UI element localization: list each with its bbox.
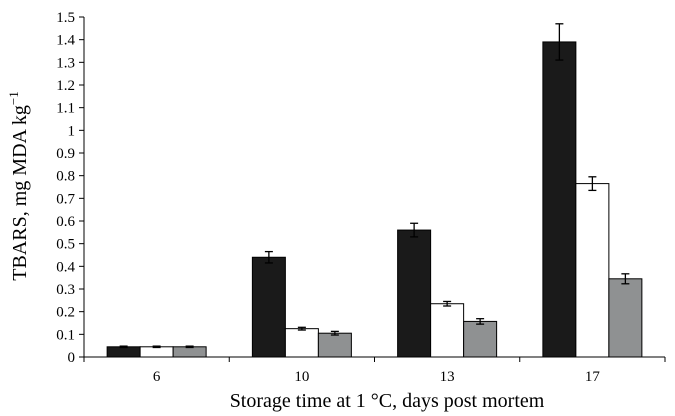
bar-17-s1 (542, 41, 577, 358)
y-tick-label-3: 0.3 (56, 282, 75, 298)
y-tick-label-0: 0 (68, 350, 76, 366)
x-tick-label-6: 6 (153, 369, 161, 385)
bar-10-s3 (317, 332, 352, 358)
bar-13-s3 (463, 320, 498, 358)
labels-layer: 0 0.1 0.2 0.3 0.4 0.5 0.6 0.7 0.8 0.9 1 1.1 1.2 1.3 1.… (56, 10, 600, 385)
bar-17-s3 (608, 278, 643, 358)
bar-13-s1 (397, 229, 432, 358)
y-tick-label-2: 0.2 (56, 305, 75, 321)
y-tick-label-12: 1.2 (56, 78, 75, 94)
x-tick-label-13: 13 (440, 369, 455, 385)
x-tick-label-10: 10 (294, 369, 309, 385)
bar-6-s2 (139, 346, 174, 358)
y-tick-label-4: 0.4 (56, 259, 75, 275)
bar-10-s2 (284, 328, 319, 358)
bars-layer (106, 23, 643, 358)
y-tick-label-10: 1 (68, 123, 76, 139)
y-tick-label-11: 1.1 (56, 101, 75, 117)
y-tick-label-5: 0.5 (56, 237, 75, 253)
y-tick-label-13: 1.3 (56, 55, 75, 71)
y-tick-label-1: 0.1 (56, 327, 75, 343)
y-axis-title-superscript: −1 (6, 91, 21, 105)
y-axis-title-main: TBARS, mg MDA kg (9, 105, 31, 281)
bar-6-s3 (172, 346, 207, 358)
x-axis-title: Storage time at 1 °C, days post mortem (230, 390, 545, 412)
y-tick-label-15: 1.5 (56, 10, 75, 26)
y-axis-title: TBARS, mg MDA kg−1 (6, 91, 31, 280)
x-tick-label-17: 17 (585, 369, 601, 385)
bar-6-s1 (106, 346, 141, 358)
y-tick-label-7: 0.7 (56, 191, 75, 207)
y-tick-label-6: 0.6 (56, 214, 75, 230)
bar-13-s2 (430, 303, 465, 358)
bar-17-s2 (575, 183, 610, 358)
y-tick-label-14: 1.4 (56, 33, 75, 49)
y-tick-label-8: 0.8 (56, 169, 75, 185)
axes-layer (79, 16, 666, 362)
bar-10-s1 (251, 256, 286, 358)
y-tick-label-9: 0.9 (56, 146, 75, 162)
